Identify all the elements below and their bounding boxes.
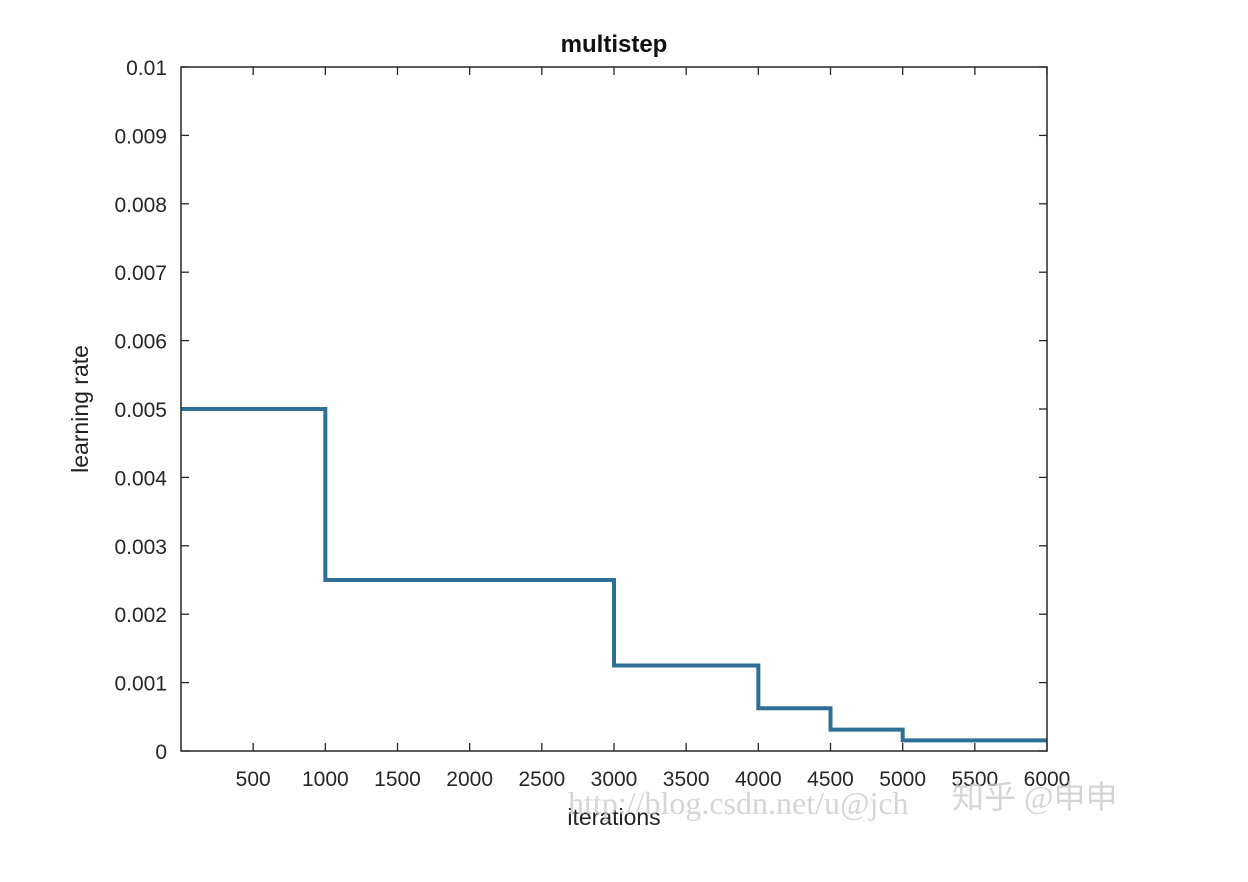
y-tick-label: 0.008 [114,194,167,217]
x-axis-label: iterations [567,804,660,830]
x-tick-label: 5500 [951,768,998,791]
x-tick-label: 6000 [1024,768,1071,791]
x-tick-label: 1000 [302,768,349,791]
x-tick-label: 5000 [879,768,926,791]
y-tick-label: 0.005 [114,399,167,422]
x-tick-label: 4000 [735,768,782,791]
x-tick-label: 3500 [663,768,710,791]
y-tick-label: 0.004 [114,467,167,490]
y-tick-label: 0.006 [114,331,167,354]
y-tick-label: 0.009 [114,125,167,148]
y-tick-label: 0.002 [114,604,167,627]
x-tick-label: 3000 [591,768,638,791]
x-tick-label: 4500 [807,768,854,791]
y-ticks: 0 0.001 0.002 0.003 0.004 0.005 0.006 0.007 0.00… [114,57,1047,764]
chart-title: multistep [561,31,668,58]
y-tick-label: 0 [155,741,167,764]
y-axis-label: learning rate [67,345,93,473]
watermark-url: http://blog.csdn.net/u@jch [568,785,909,821]
plot-frame [180,66,1048,752]
x-tick-label: 2500 [518,768,565,791]
x-ticks: 500 1000 1500 2000 2500 3000 3500 4000 4500 5000 5… [236,67,1071,791]
y-tick-label: 0.003 [114,536,167,559]
watermark-cn: 知乎 @申申 [952,779,1117,815]
y-tick-label: 0.007 [114,262,167,285]
series-line [181,407,1047,743]
x-tick-label: 500 [236,768,271,791]
x-tick-label: 2000 [446,768,493,791]
x-tick-label: 1500 [374,768,421,791]
y-tick-label: 0.001 [114,673,167,696]
y-tick-label: 0.01 [126,57,167,80]
